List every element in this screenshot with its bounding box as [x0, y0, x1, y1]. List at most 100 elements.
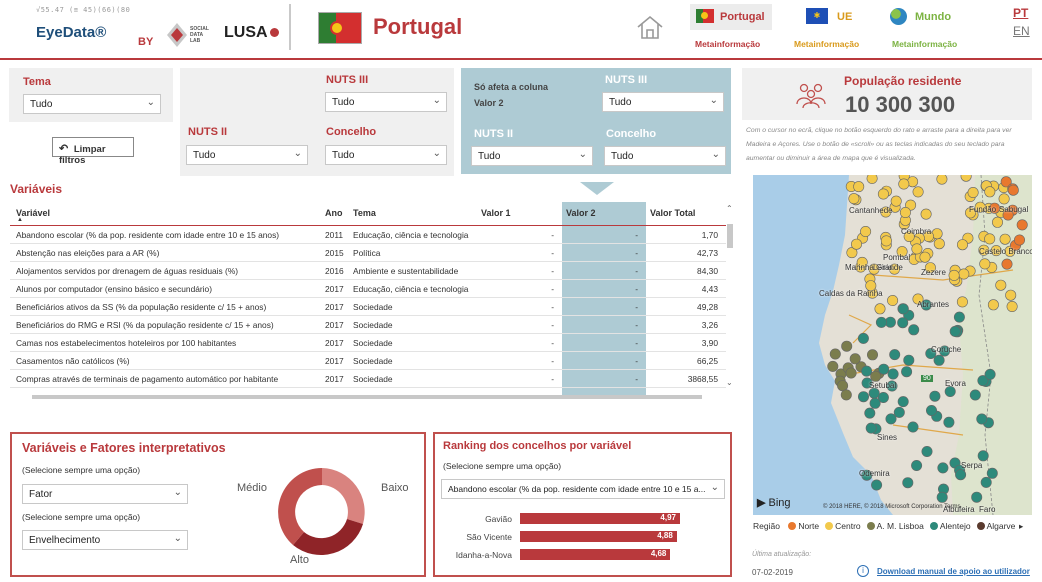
centro-municipality-marker[interactable] — [920, 208, 932, 220]
alentejo-municipality-marker[interactable] — [861, 377, 873, 389]
centro-municipality-marker[interactable] — [868, 263, 880, 275]
lang-en-link[interactable]: EN — [1013, 24, 1030, 38]
ranking-row[interactable]: Gavião 4,97 — [446, 512, 716, 526]
centro-municipality-marker[interactable] — [877, 188, 889, 200]
legend-item[interactable]: Alentejo — [924, 521, 971, 531]
col-variavel[interactable]: Variável — [16, 208, 51, 218]
donut-slice-alto[interactable] — [293, 519, 363, 556]
alentejo-municipality-marker[interactable] — [897, 303, 909, 315]
alentejo-municipality-marker[interactable] — [953, 311, 965, 323]
table-row[interactable]: Abandono escolar (% da pop. residente co… — [10, 226, 726, 244]
centro-municipality-marker[interactable] — [912, 293, 924, 305]
centro-municipality-marker[interactable] — [987, 299, 999, 311]
centro-municipality-marker[interactable] — [846, 247, 858, 259]
centro-municipality-marker[interactable] — [899, 206, 911, 218]
norte-municipality-marker[interactable] — [1007, 184, 1019, 196]
alentejo-municipality-marker[interactable] — [861, 365, 873, 377]
alentejo-municipality-marker[interactable] — [877, 392, 889, 404]
centro-municipality-marker[interactable] — [1006, 301, 1018, 313]
col-valor-total[interactable]: Valor Total — [650, 208, 696, 218]
alentejo-municipality-marker[interactable] — [943, 416, 955, 428]
centro-municipality-marker[interactable] — [919, 251, 931, 263]
legend-item[interactable]: A. M. Lisboa — [861, 521, 924, 531]
alentejo-municipality-marker[interactable] — [921, 445, 933, 457]
alentejo-municipality-marker[interactable] — [980, 476, 992, 488]
clear-filters-button[interactable]: ↶ Limpar filtros — [52, 137, 134, 166]
centro-municipality-marker[interactable] — [999, 233, 1011, 245]
centro-municipality-marker[interactable] — [979, 258, 991, 270]
centro-municipality-marker[interactable] — [974, 201, 986, 213]
alentejo-municipality-marker[interactable] — [864, 407, 876, 419]
map-panel[interactable]: Cantanhede Coimbra Pombal Leiria Marinha Gra… — [753, 175, 1032, 515]
lisboa-municipality-marker[interactable] — [849, 353, 861, 365]
alentejo-municipality-marker[interactable] — [865, 422, 877, 434]
norte-municipality-marker[interactable] — [1001, 258, 1013, 270]
alentejo-municipality-marker[interactable] — [857, 332, 869, 344]
centro-municipality-marker[interactable] — [856, 256, 868, 268]
centro-municipality-marker[interactable] — [933, 238, 945, 250]
centro-municipality-marker[interactable] — [956, 296, 968, 308]
ranking-row[interactable]: Idanha-a-Nova 4,68 — [446, 548, 716, 562]
table-row[interactable]: Beneficiários ativos da SS (% da populaç… — [10, 298, 726, 316]
download-manual-link[interactable]: Download manual de apoio ao utilizador — [877, 567, 1030, 576]
centro-municipality-marker[interactable] — [851, 238, 863, 250]
v2-concelho-select[interactable]: Tudo ⌄ — [604, 146, 726, 166]
h-scroll-thumb[interactable] — [32, 395, 702, 399]
alentejo-municipality-marker[interactable] — [897, 317, 909, 329]
alentejo-municipality-marker[interactable] — [955, 469, 967, 481]
portugal-map[interactable] — [753, 175, 1032, 515]
alentejo-municipality-marker[interactable] — [926, 405, 938, 417]
table-row[interactable]: Camas nos estabelecimentos hoteleiros po… — [10, 334, 726, 352]
centro-municipality-marker[interactable] — [912, 186, 924, 198]
alentejo-municipality-marker[interactable] — [925, 348, 937, 360]
table-row[interactable]: Beneficiários do RMG e RSI (% da populaç… — [10, 316, 726, 334]
alentejo-municipality-marker[interactable] — [869, 397, 881, 409]
col-valor2[interactable]: Valor 2 — [566, 208, 596, 218]
centro-municipality-marker[interactable] — [898, 178, 910, 190]
centro-municipality-marker[interactable] — [984, 233, 996, 245]
donut-slice-medio[interactable] — [278, 468, 322, 545]
centro-municipality-marker[interactable] — [911, 243, 923, 255]
tema-select[interactable]: Tudo ⌄ — [23, 94, 161, 114]
scope-portugal-meta[interactable]: Metainformação — [695, 39, 761, 49]
ranking-bar[interactable]: 4,97 — [520, 513, 680, 524]
centro-municipality-marker[interactable] — [965, 207, 977, 219]
alentejo-municipality-marker[interactable] — [907, 421, 919, 433]
lisboa-municipality-marker[interactable] — [870, 370, 882, 382]
factor-variable-select[interactable]: Envelhecimento ⌄ — [22, 530, 188, 550]
table-row[interactable]: Abstenção nas eleições para a AR (%) 2015… — [10, 244, 726, 262]
ranking-bar[interactable]: 4,88 — [520, 531, 677, 542]
alentejo-municipality-marker[interactable] — [858, 391, 870, 403]
alentejo-municipality-marker[interactable] — [933, 354, 945, 366]
alentejo-municipality-marker[interactable] — [903, 354, 915, 366]
alentejo-municipality-marker[interactable] — [939, 345, 951, 357]
centro-municipality-marker[interactable] — [865, 280, 877, 292]
lusa-logo[interactable]: LUSA — [224, 24, 279, 42]
lisboa-municipality-marker[interactable] — [867, 349, 879, 361]
table-row[interactable]: Casamentos não católicos (%) 2017 Sociedad… — [10, 352, 726, 370]
donut-slice-baixo[interactable] — [322, 468, 365, 524]
alentejo-municipality-marker[interactable] — [901, 366, 913, 378]
alentejo-municipality-marker[interactable] — [977, 375, 989, 387]
table-row[interactable]: Compras através de terminais de pagament… — [10, 370, 726, 388]
centro-municipality-marker[interactable] — [998, 193, 1010, 205]
centro-municipality-marker[interactable] — [887, 295, 899, 307]
social-data-lab-logo[interactable]: SOCIAL DATA LAB — [166, 22, 214, 50]
legend-item[interactable]: Algarve — [971, 521, 1015, 531]
alentejo-municipality-marker[interactable] — [861, 469, 873, 481]
alentejo-municipality-marker[interactable] — [969, 389, 981, 401]
centro-municipality-marker[interactable] — [896, 246, 908, 258]
centro-municipality-marker[interactable] — [880, 235, 892, 247]
alentejo-municipality-marker[interactable] — [887, 368, 899, 380]
scope-ue-button[interactable]: ✱ UE — [800, 4, 864, 30]
centro-municipality-marker[interactable] — [978, 244, 990, 256]
norte-municipality-marker[interactable] — [989, 202, 1001, 214]
centro-municipality-marker[interactable] — [967, 187, 979, 198]
alentejo-municipality-marker[interactable] — [944, 386, 956, 398]
norte-municipality-marker[interactable] — [1000, 176, 1012, 188]
centro-municipality-marker[interactable] — [890, 195, 902, 207]
centro-municipality-marker[interactable] — [957, 239, 969, 251]
scope-mundo-meta[interactable]: Metainformação — [892, 39, 958, 49]
table-row[interactable]: Alojamentos servidos por drenagem de águ… — [10, 262, 726, 280]
centro-municipality-marker[interactable] — [848, 193, 860, 205]
